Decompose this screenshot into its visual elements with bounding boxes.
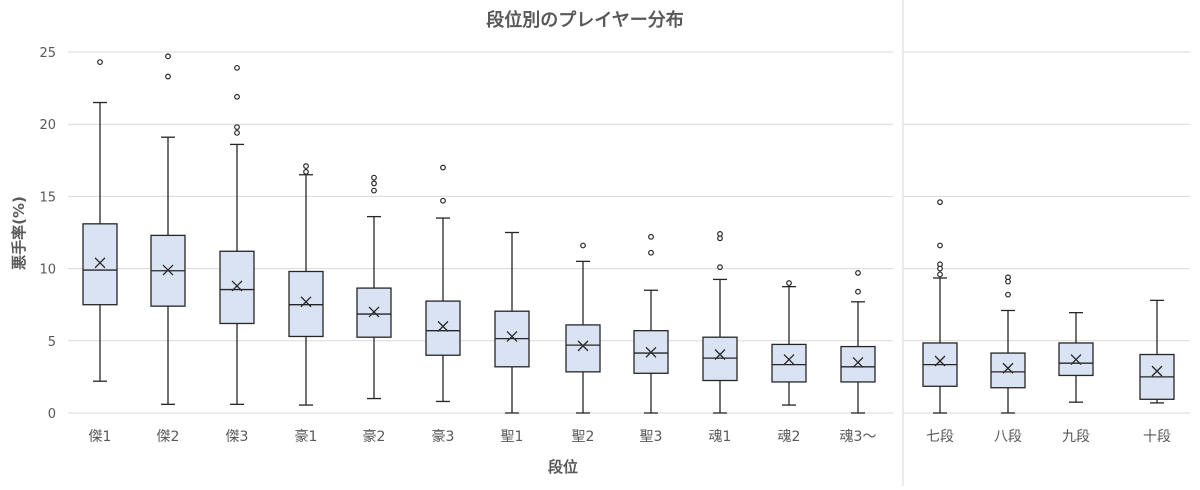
x-tick-label: 魂2 bbox=[778, 429, 801, 445]
iqr-box bbox=[82, 223, 118, 306]
iqr-box bbox=[990, 352, 1026, 389]
x-tick-label: 九段 bbox=[1062, 429, 1090, 445]
mean-marker bbox=[437, 320, 449, 332]
mean-marker bbox=[368, 306, 380, 318]
mean-marker bbox=[162, 264, 174, 276]
box-九段 bbox=[1058, 311, 1094, 403]
mean-marker bbox=[1002, 362, 1014, 374]
box-八段 bbox=[990, 274, 1026, 414]
outlier-point bbox=[648, 249, 654, 256]
outlier-point bbox=[234, 64, 240, 71]
box-魂1 bbox=[702, 231, 738, 414]
mean-marker bbox=[577, 340, 589, 352]
mean-marker bbox=[645, 346, 657, 358]
mean-marker bbox=[506, 331, 518, 342]
outlier-point bbox=[303, 163, 309, 169]
y-tick-label: 0 bbox=[48, 407, 56, 422]
mean-marker bbox=[231, 280, 243, 292]
iqr-box bbox=[219, 250, 255, 325]
box-傑2 bbox=[150, 53, 186, 405]
iqr-box bbox=[425, 300, 461, 356]
x-tick-label: 傑3 bbox=[226, 429, 249, 445]
x-tick-label: 魂3〜 bbox=[840, 429, 877, 445]
chart-title: 段位別のプレイヤー分布 bbox=[486, 9, 683, 31]
x-tick-label: 聖1 bbox=[501, 429, 524, 445]
mean-marker bbox=[783, 354, 795, 366]
x-tick-label: 十段 bbox=[1143, 429, 1171, 445]
iqr-box bbox=[840, 345, 876, 383]
mean-marker bbox=[300, 296, 312, 308]
x-tick-label: 魂1 bbox=[709, 429, 732, 445]
y-tick-label: 5 bbox=[48, 335, 56, 350]
box-豪2 bbox=[356, 174, 392, 400]
outlier-point bbox=[937, 242, 943, 249]
x-tick-label: 傑1 bbox=[89, 429, 112, 445]
iqr-box bbox=[288, 270, 324, 338]
iqr-box bbox=[702, 336, 738, 382]
outlier-point bbox=[371, 180, 377, 187]
x-axis-label: 段位 bbox=[548, 458, 578, 476]
outlier-point bbox=[786, 280, 792, 286]
outlier-point bbox=[855, 288, 861, 295]
iqr-box bbox=[771, 343, 807, 383]
box-傑3 bbox=[219, 64, 255, 405]
x-tick-label: 八段 bbox=[994, 429, 1022, 445]
mean-marker bbox=[1151, 365, 1163, 377]
x-tick-label: 豪1 bbox=[295, 429, 318, 445]
y-tick-label: 15 bbox=[39, 190, 56, 205]
y-tick-label: 25 bbox=[39, 46, 56, 61]
outlier-point bbox=[165, 73, 171, 80]
outlier-point bbox=[371, 174, 377, 181]
outlier-point bbox=[440, 164, 446, 171]
outlier-point bbox=[1005, 278, 1011, 285]
mean-marker bbox=[94, 257, 106, 269]
box-魂3〜 bbox=[840, 270, 876, 414]
outlier-point bbox=[234, 93, 240, 100]
box-聖2 bbox=[565, 242, 601, 414]
outlier-point bbox=[1005, 291, 1011, 298]
outlier-point bbox=[937, 271, 943, 278]
outlier-point bbox=[234, 129, 240, 136]
x-tick-label: 豪3 bbox=[432, 429, 455, 445]
outlier-point bbox=[97, 59, 103, 66]
box-傑1 bbox=[82, 59, 118, 382]
y-axis-label: 悪手率(%) bbox=[10, 196, 28, 270]
x-tick-label: 聖2 bbox=[572, 429, 595, 445]
box-魂2 bbox=[771, 280, 807, 406]
box-十段 bbox=[1139, 299, 1175, 404]
outlier-point bbox=[937, 199, 943, 206]
y-tick-label: 20 bbox=[39, 118, 56, 133]
x-tick-label: 聖3 bbox=[640, 429, 663, 445]
outlier-point bbox=[303, 168, 309, 175]
outlier-point bbox=[937, 265, 943, 272]
x-tick-label: 七段 bbox=[926, 429, 954, 445]
mean-marker bbox=[852, 357, 864, 368]
outlier-point bbox=[717, 235, 723, 242]
outlier-point bbox=[234, 124, 240, 130]
mean-marker bbox=[1070, 354, 1082, 366]
outlier-point bbox=[440, 197, 446, 204]
x-tick-label: 豪2 bbox=[363, 429, 386, 445]
outlier-point bbox=[165, 53, 171, 60]
x-tick-label: 傑2 bbox=[157, 429, 180, 445]
outlier-point bbox=[648, 233, 654, 240]
iqr-box bbox=[565, 324, 601, 373]
box-聖1 bbox=[494, 231, 530, 414]
mean-marker bbox=[714, 349, 726, 360]
outlier-point bbox=[717, 264, 723, 271]
outlier-point bbox=[371, 187, 377, 194]
box-豪3 bbox=[425, 164, 461, 403]
box-七段 bbox=[922, 199, 958, 414]
box-豪1 bbox=[288, 163, 324, 406]
box-聖3 bbox=[633, 233, 669, 414]
outlier-point bbox=[855, 270, 861, 276]
mean-marker bbox=[934, 355, 946, 367]
y-tick-label: 10 bbox=[39, 263, 56, 278]
outlier-point bbox=[580, 242, 586, 249]
